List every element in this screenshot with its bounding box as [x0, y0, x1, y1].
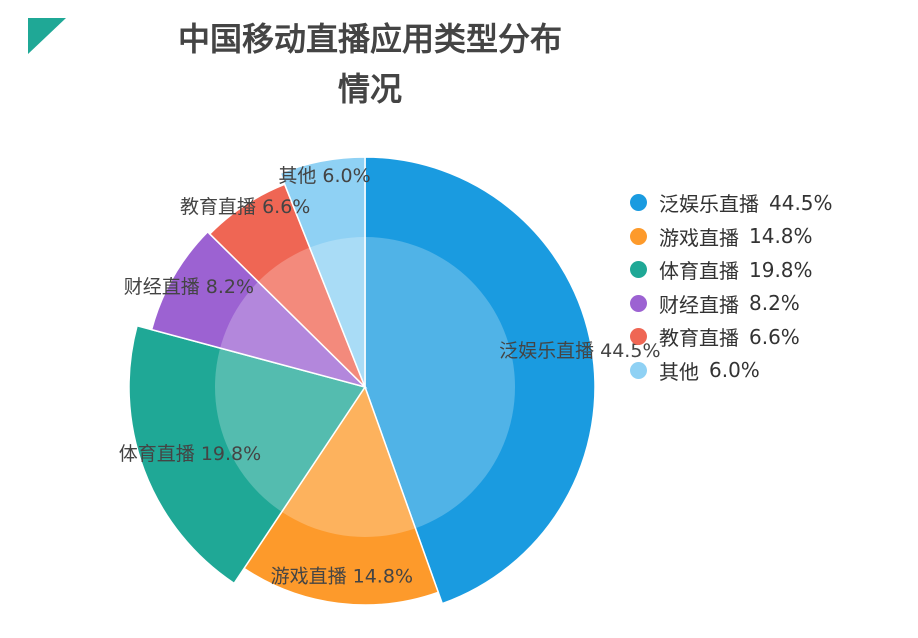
legend-swatch-icon [630, 361, 647, 379]
legend-label: 体育直播 [659, 259, 739, 284]
slice-label-2: 游戏直播 14.8% [271, 566, 413, 588]
legend-label: 教育直播 [659, 326, 739, 351]
legend-label: 其他 [659, 359, 699, 384]
legend-value: 44.5% [769, 190, 833, 215]
corner-triangle-icon [28, 18, 66, 54]
legend-value: 14.8% [749, 224, 813, 249]
legend-value: 6.6% [749, 324, 800, 349]
legend-label: 财经直播 [659, 292, 739, 317]
legend-item-5[interactable]: 教育直播 6.6% [630, 320, 833, 354]
legend-swatch-icon [630, 294, 647, 312]
legend-label: 游戏直播 [659, 225, 739, 250]
legend-swatch-icon [630, 227, 647, 245]
legend-value: 19.8% [749, 257, 813, 282]
legend-item-2[interactable]: 游戏直播 14.8% [630, 220, 833, 254]
slice-label-5: 教育直播 6.6% [180, 196, 310, 218]
pie-slice-2[interactable] [243, 385, 440, 606]
slice-label-3: 体育直播 19.8% [119, 443, 261, 465]
pie-slices [128, 156, 596, 606]
legend-swatch-icon [630, 328, 647, 346]
pie-slice-4[interactable] [150, 230, 368, 389]
slice-label-6: 其他 6.0% [278, 165, 370, 187]
pie-slice-3[interactable] [128, 324, 367, 585]
legend: 泛娱乐直播 44.5% 游戏直播 14.8% 体育直播 19.8% 财经直播 8.2% 教育直播… [630, 186, 833, 387]
slice-label-4: 财经直播 8.2% [124, 276, 254, 298]
legend-label: 泛娱乐直播 [659, 192, 759, 217]
chart-title-line-1: 中国移动直播应用类型分布 [177, 20, 562, 58]
legend-item-3[interactable]: 体育直播 19.8% [630, 253, 833, 287]
pie-slice-6[interactable] [279, 156, 366, 388]
pie-slice-1[interactable] [364, 156, 596, 605]
legend-swatch-icon [630, 261, 647, 279]
legend-item-1[interactable]: 泛娱乐直播 44.5% [630, 186, 833, 220]
legend-item-4[interactable]: 财经直播 8.2% [630, 287, 833, 321]
pie-slice-labels: 泛娱乐直播 44.5% 游戏直播 14.8% 体育直播 19.8% 财经直播 8.2%… [119, 165, 661, 588]
slice-label-1: 泛娱乐直播 44.5% [499, 340, 660, 362]
legend-item-6[interactable]: 其他 6.0% [630, 354, 833, 388]
legend-swatch-icon [630, 194, 647, 212]
legend-value: 6.0% [709, 358, 760, 383]
pie-center-highlight [215, 237, 515, 537]
legend-value: 8.2% [749, 291, 800, 316]
chart-title: 中国移动直播应用类型分布 情况 [140, 14, 600, 114]
chart-title-line-2: 情况 [337, 70, 402, 108]
